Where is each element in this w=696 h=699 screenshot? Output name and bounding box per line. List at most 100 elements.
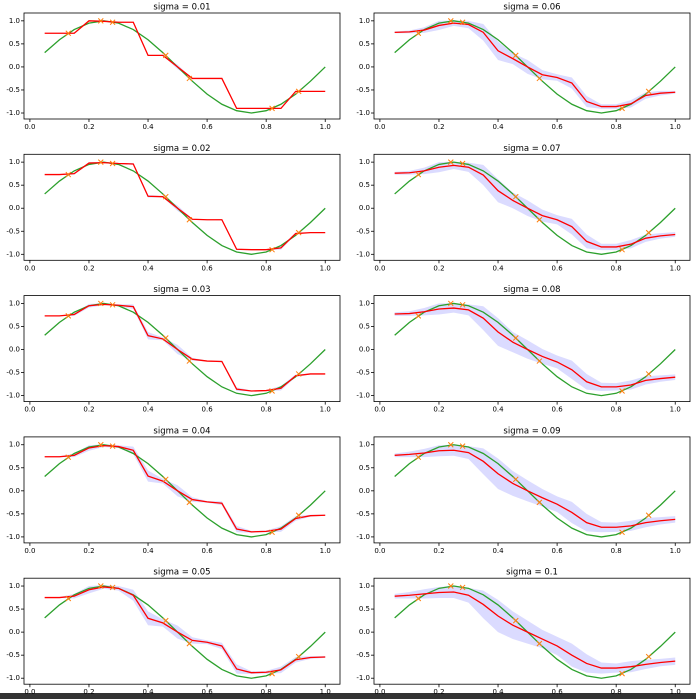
observation xyxy=(645,229,652,236)
observation xyxy=(109,443,116,449)
observation xyxy=(109,19,116,26)
y-tick-label: 1.0 xyxy=(359,441,370,449)
y-tick-label: 0.5 xyxy=(9,464,20,472)
x-tick-label: 1.0 xyxy=(670,688,681,696)
x-tick-label: 0.6 xyxy=(202,547,214,555)
observation xyxy=(415,454,422,461)
y-tick-label: 0.5 xyxy=(359,40,370,48)
y-tick-label: 0.0 xyxy=(359,487,370,495)
y-tick-label: 0.5 xyxy=(359,464,370,472)
x-tick-label: 0.2 xyxy=(433,123,444,131)
chart-title: sigma = 0.02 xyxy=(153,144,210,154)
observation xyxy=(65,313,72,319)
x-tick-label: 0.8 xyxy=(611,264,622,272)
y-tick-label: 1.0 xyxy=(9,441,20,449)
observation xyxy=(645,653,652,660)
observation xyxy=(459,584,466,591)
true-curve xyxy=(394,20,676,114)
y-tick-label: 1.0 xyxy=(9,299,20,307)
y-tick-label: 0.5 xyxy=(359,322,370,330)
observation xyxy=(645,371,652,377)
observation xyxy=(269,529,275,536)
x-tick-label: 0.4 xyxy=(492,406,504,414)
x-tick-label: 0.6 xyxy=(202,688,214,696)
observation xyxy=(162,193,169,200)
observation xyxy=(109,160,116,167)
x-tick-label: 0.4 xyxy=(142,688,154,696)
observation xyxy=(109,584,116,591)
x-tick-label: 0.0 xyxy=(24,406,35,414)
observation xyxy=(447,300,454,307)
observation xyxy=(162,335,169,341)
y-tick-label: 0.0 xyxy=(9,487,20,495)
x-tick-label: 0.6 xyxy=(202,264,214,272)
x-tick-label: 0.8 xyxy=(261,123,272,131)
observation xyxy=(269,246,275,253)
observation xyxy=(269,670,275,677)
chart-title: sigma = 0.05 xyxy=(153,568,210,578)
x-tick-label: 1.0 xyxy=(670,547,681,555)
observation xyxy=(459,160,466,167)
x-tick-label: 1.0 xyxy=(320,123,331,131)
mean-curve xyxy=(44,161,326,251)
y-tick-label: 0.5 xyxy=(359,605,370,613)
observation xyxy=(619,246,625,253)
y-tick-label: -0.5 xyxy=(6,86,20,94)
x-tick-label: 0.2 xyxy=(433,406,444,414)
true-curve xyxy=(394,161,676,255)
axes-frame xyxy=(23,153,341,261)
x-tick-label: 0.8 xyxy=(611,688,622,696)
observation xyxy=(162,476,169,483)
observation xyxy=(109,301,116,308)
observation xyxy=(536,358,543,364)
observation xyxy=(619,388,625,394)
observation xyxy=(415,30,422,37)
y-tick-label: 1.0 xyxy=(359,299,370,307)
mean-curve xyxy=(394,591,676,669)
observation xyxy=(415,313,422,319)
chart-title: sigma = 0.04 xyxy=(153,426,210,436)
observation xyxy=(295,88,302,95)
observation xyxy=(447,17,454,24)
y-tick-label: -1.0 xyxy=(356,674,370,682)
x-tick-label: 0.2 xyxy=(83,688,94,696)
std-band xyxy=(394,303,676,391)
y-tick-label: 0.0 xyxy=(9,628,20,636)
true-curve xyxy=(44,161,326,255)
x-tick-label: 0.4 xyxy=(142,547,154,555)
x-tick-label: 0.4 xyxy=(492,688,504,696)
y-tick-label: -0.5 xyxy=(356,510,370,518)
y-tick-label: 1.0 xyxy=(9,582,20,590)
chart-title: sigma = 0.06 xyxy=(503,3,560,13)
x-tick-label: 0.6 xyxy=(202,406,214,414)
y-tick-label: 1.0 xyxy=(359,158,370,166)
observation xyxy=(512,335,519,341)
observation xyxy=(65,454,72,461)
y-tick-label: 0.0 xyxy=(359,346,370,354)
y-tick-label: 0.5 xyxy=(9,181,20,189)
y-tick-label: -1.0 xyxy=(6,392,20,400)
x-tick-label: 0.0 xyxy=(374,547,385,555)
x-tick-label: 0.0 xyxy=(374,688,385,696)
bottom-strip xyxy=(0,693,696,699)
true-curve xyxy=(44,20,326,114)
x-tick-label: 0.8 xyxy=(261,264,272,272)
y-tick-label: -0.5 xyxy=(356,227,370,235)
y-tick-label: -1.0 xyxy=(6,109,20,117)
y-tick-label: -1.0 xyxy=(356,533,370,541)
observation xyxy=(645,512,652,519)
x-tick-label: 1.0 xyxy=(670,406,681,414)
x-tick-label: 0.8 xyxy=(611,123,622,131)
y-tick-label: -1.0 xyxy=(6,250,20,258)
plot-area xyxy=(24,154,340,261)
x-tick-label: 0.6 xyxy=(552,688,564,696)
x-tick-label: 0.4 xyxy=(142,406,154,414)
observation xyxy=(97,441,104,448)
y-tick-label: 0.5 xyxy=(9,605,20,613)
observation xyxy=(295,512,302,519)
observation xyxy=(97,159,104,165)
x-tick-label: 0.0 xyxy=(24,688,35,696)
observation xyxy=(186,499,193,506)
y-tick-label: 0.5 xyxy=(9,40,20,48)
